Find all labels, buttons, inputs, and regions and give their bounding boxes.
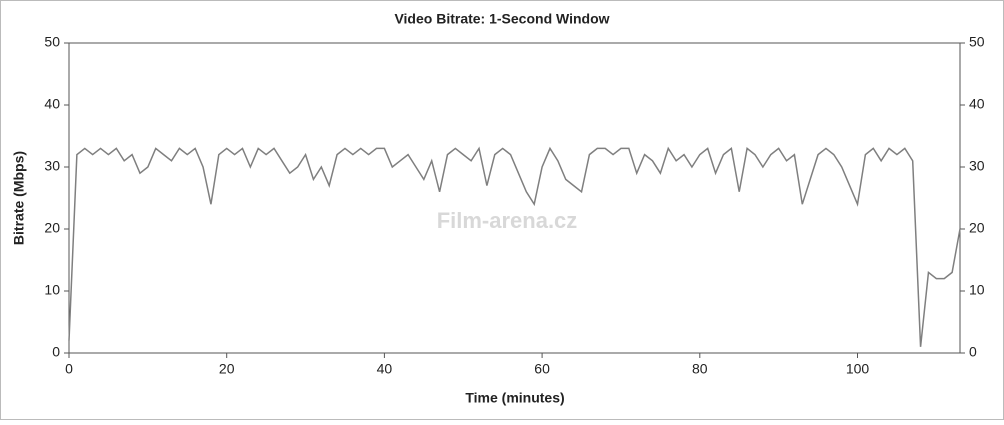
y-axis-label: Bitrate (Mbps): [11, 151, 27, 245]
y-tick-label: 20: [44, 220, 60, 236]
y2-tick-label: 30: [969, 158, 985, 174]
x-tick-label: 100: [846, 361, 870, 377]
y2-tick-label: 50: [969, 34, 985, 50]
x-axis-label: Time (minutes): [465, 390, 564, 406]
bitrate-line: [68, 146, 961, 347]
y2-tick-label: 0: [969, 344, 977, 360]
y-tick-label: 50: [44, 34, 60, 50]
x-tick-label: 40: [377, 361, 393, 377]
x-tick-label: 20: [219, 361, 235, 377]
chart-title: Video Bitrate: 1-Second Window: [394, 11, 609, 27]
y2-tick-label: 10: [969, 282, 985, 298]
y-tick-label: 40: [44, 96, 60, 112]
y2-tick-label: 40: [969, 96, 985, 112]
y-tick-label: 0: [52, 344, 60, 360]
plot-border: [68, 42, 961, 354]
y2-tick-label: 20: [969, 220, 985, 236]
y-tick-label: 10: [44, 282, 60, 298]
x-tick-label: 60: [534, 361, 550, 377]
watermark: Film-arena.cz: [437, 208, 578, 233]
x-tick-label: 80: [692, 361, 708, 377]
x-tick-label: 0: [65, 361, 73, 377]
y-tick-label: 30: [44, 158, 60, 174]
